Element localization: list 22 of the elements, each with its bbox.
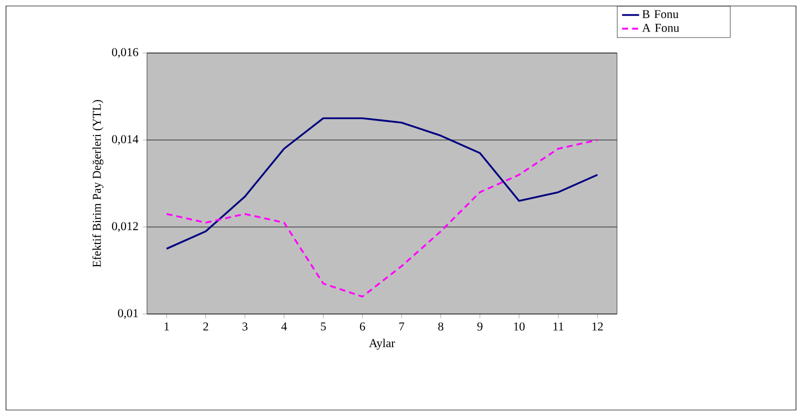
y-tick-label: 0,01	[118, 309, 138, 319]
x-axis-title: Aylar	[369, 338, 396, 350]
y-tick-label: 0,012	[112, 222, 138, 232]
y-tick-label: 0,016	[112, 48, 138, 58]
x-tick-label: 10	[514, 322, 525, 331]
x-tick-label: 5	[320, 322, 326, 330]
x-tick-label: 2	[203, 322, 208, 330]
x-tick-label: 12	[592, 322, 603, 330]
x-tick-label: 4	[281, 322, 287, 330]
x-tick-label: 11	[554, 322, 564, 330]
x-tick-label: 9	[477, 322, 482, 331]
line-series	[166, 117, 598, 250]
line-series	[166, 139, 598, 298]
y-tick-label: 0,014	[112, 135, 138, 145]
x-tick-label: 8	[438, 322, 444, 331]
x-tick-label: 6	[360, 322, 366, 331]
y-axis-title: Efektif Birim Pay Değerleri (YTL)	[92, 100, 104, 268]
x-tick-label: 1	[164, 322, 169, 330]
x-tick-label: 7	[399, 322, 404, 330]
legend-label: B Fonu	[642, 10, 678, 18]
legend-label: A Fonu	[642, 24, 680, 32]
x-tick-label: 3	[242, 322, 248, 331]
